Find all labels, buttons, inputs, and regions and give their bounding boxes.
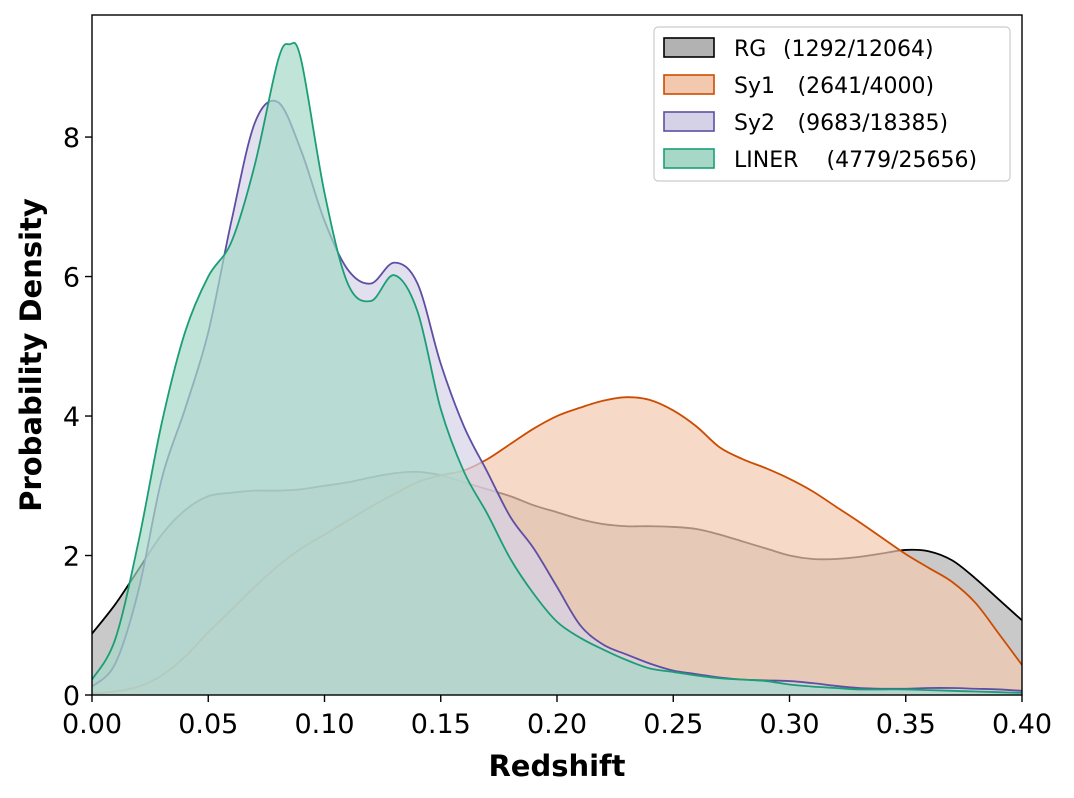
x-tick-label: 0.05 bbox=[178, 709, 238, 740]
x-tick-label: 0.15 bbox=[411, 709, 471, 740]
legend-label: Sy1 bbox=[734, 74, 775, 99]
legend-item-sy2: Sy2 (9683/18385) bbox=[663, 111, 949, 136]
density-areas bbox=[92, 41, 1022, 695]
legend-counts: (1292/12064) bbox=[783, 37, 934, 62]
legend-box bbox=[653, 26, 1011, 182]
curve-liner bbox=[92, 41, 1022, 694]
legend-label: Sy2 bbox=[734, 111, 775, 136]
legend-item-rg: RG (1292/12064) bbox=[663, 37, 934, 62]
x-tick-label: 0.20 bbox=[527, 709, 587, 740]
x-tick-label: 0.10 bbox=[294, 709, 354, 740]
legend-label: RG bbox=[734, 37, 766, 62]
x-tick-label: 0.40 bbox=[992, 709, 1052, 740]
legend: RG (1292/12064) Sy1 (2641/4000) Sy2 (9683/183… bbox=[653, 26, 1011, 182]
area-liner bbox=[92, 42, 1022, 695]
y-axis-title: Probability Density bbox=[14, 198, 48, 512]
legend-counts: (9683/18385) bbox=[798, 111, 949, 136]
legend-counts: (2641/4000) bbox=[798, 74, 935, 99]
x-tick-label: 0.35 bbox=[876, 709, 936, 740]
legend-swatch bbox=[663, 111, 715, 132]
legend-swatch bbox=[663, 37, 715, 58]
x-axis-title: Redshift bbox=[488, 749, 625, 783]
legend-item-liner: LINER (4779/25656) bbox=[663, 148, 978, 173]
y-tick-label: 6 bbox=[63, 263, 80, 294]
y-axis-ticks: 0 2 4 6 8 bbox=[63, 123, 92, 712]
y-tick-label: 8 bbox=[63, 123, 80, 154]
legend-swatch bbox=[663, 148, 715, 169]
x-tick-label: 0.00 bbox=[62, 709, 122, 740]
y-tick-label: 4 bbox=[63, 402, 80, 433]
y-tick-label: 2 bbox=[63, 542, 80, 573]
x-tick-label: 0.30 bbox=[759, 709, 819, 740]
x-axis-ticks: 0.00 0.05 0.10 0.15 0.20 0.25 0.30 0.35 0.40 bbox=[62, 695, 1052, 740]
y-tick-label: 0 bbox=[63, 681, 80, 712]
legend-counts: (4779/25656) bbox=[827, 148, 978, 173]
curve-sy2 bbox=[92, 99, 1022, 692]
legend-item-sy1: Sy1 (2641/4000) bbox=[663, 74, 935, 99]
legend-label: LINER bbox=[734, 148, 798, 173]
x-tick-label: 0.25 bbox=[643, 709, 703, 740]
legend-swatch bbox=[663, 74, 715, 95]
